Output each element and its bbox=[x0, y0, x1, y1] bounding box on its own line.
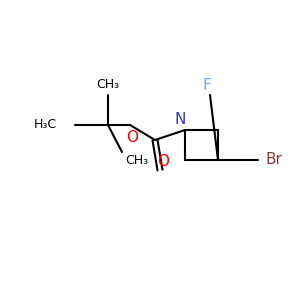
Text: H₃C: H₃C bbox=[34, 118, 57, 131]
Text: F: F bbox=[202, 79, 211, 94]
Text: O: O bbox=[126, 130, 138, 145]
Text: Br: Br bbox=[266, 152, 282, 167]
Text: CH₃: CH₃ bbox=[96, 79, 120, 92]
Text: CH₃: CH₃ bbox=[125, 154, 148, 167]
Text: N: N bbox=[174, 112, 186, 128]
Text: O: O bbox=[157, 154, 169, 169]
